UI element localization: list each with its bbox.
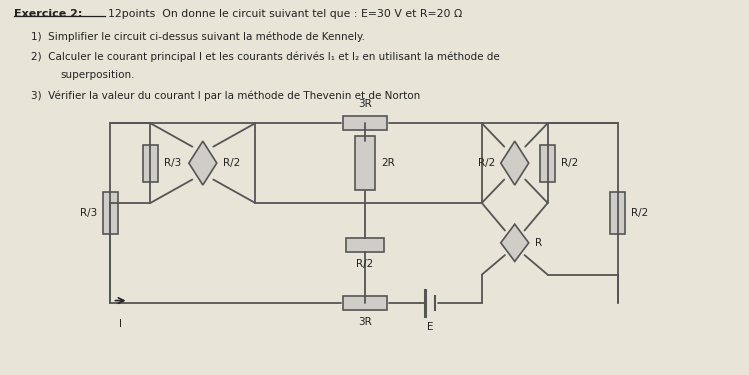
Text: 3)  Vérifier la valeur du courant I par la méthode de Thevenin et de Norton: 3) Vérifier la valeur du courant I par l… — [31, 90, 420, 101]
Text: 1)  Simplifier le circuit ci-dessus suivant la méthode de Kennely.: 1) Simplifier le circuit ci-dessus suiva… — [31, 32, 365, 42]
Text: 2)  Calculer le courant principal I et les courants dérivés I₁ et I₂ en utilisan: 2) Calculer le courant principal I et le… — [31, 51, 500, 62]
Text: R/2: R/2 — [222, 158, 240, 168]
FancyBboxPatch shape — [540, 145, 555, 182]
Polygon shape — [501, 141, 529, 185]
Text: R/2: R/2 — [561, 158, 578, 168]
FancyBboxPatch shape — [343, 116, 387, 130]
Text: R/2: R/2 — [357, 259, 374, 269]
Text: E: E — [427, 322, 433, 333]
Text: Exercice 2:: Exercice 2: — [13, 9, 82, 19]
Text: R/3: R/3 — [164, 158, 181, 168]
FancyBboxPatch shape — [103, 192, 118, 234]
FancyBboxPatch shape — [343, 296, 387, 309]
Text: 2R: 2R — [381, 158, 395, 168]
FancyBboxPatch shape — [610, 192, 625, 234]
Polygon shape — [189, 141, 216, 185]
FancyBboxPatch shape — [346, 238, 384, 252]
Text: R/3: R/3 — [79, 208, 97, 218]
Polygon shape — [501, 224, 529, 261]
Text: 12points  On donne le circuit suivant tel que : E=30 V et R=20 Ω: 12points On donne le circuit suivant tel… — [109, 9, 463, 19]
Text: R/2: R/2 — [478, 158, 495, 168]
Text: I: I — [119, 318, 122, 328]
Text: 3R: 3R — [358, 316, 372, 327]
Text: R/2: R/2 — [631, 208, 649, 218]
Text: 3R: 3R — [358, 99, 372, 109]
FancyBboxPatch shape — [143, 145, 158, 182]
Text: R: R — [535, 238, 542, 248]
Text: superposition.: superposition. — [61, 70, 135, 80]
FancyBboxPatch shape — [355, 136, 375, 190]
